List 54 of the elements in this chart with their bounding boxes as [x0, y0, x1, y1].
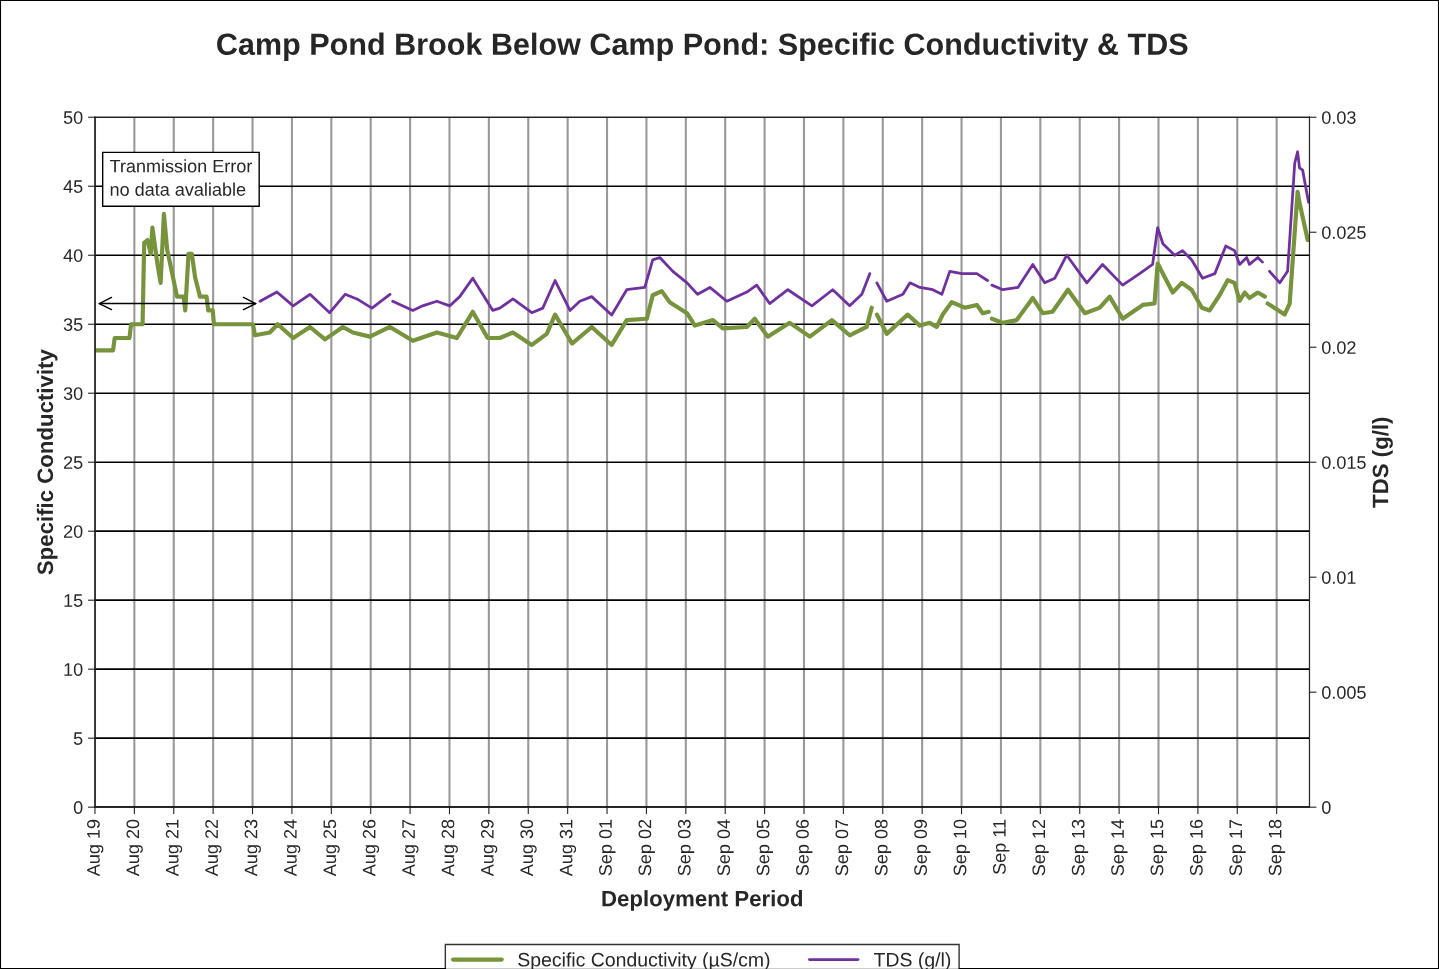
y2-tick-label: 0.015	[1322, 456, 1366, 469]
y-tick-label: 25	[64, 456, 83, 469]
y-tick-label: 45	[63, 180, 83, 193]
x-tick-label: Sep 09	[914, 819, 931, 876]
x-tick-label: Aug 30	[520, 819, 537, 877]
x-tick-label: Aug 24	[283, 819, 301, 877]
x-tick-label: Sep 02	[638, 819, 655, 876]
x-tick-label: Sep 16	[1189, 819, 1207, 876]
x-tick-label: Aug 19	[87, 819, 104, 877]
x-tick-label: Sep 08	[874, 819, 892, 876]
x-tick-label: Aug 23	[244, 819, 261, 877]
x-tick-label: Sep 13	[1071, 819, 1089, 876]
x-axis-title: Deployment Period	[602, 890, 803, 911]
y-tick-label: 40	[63, 249, 83, 262]
x-tick-label: Aug 26	[362, 819, 380, 877]
y2-tick-label: 0.005	[1322, 686, 1366, 699]
y-tick-label: 50	[63, 111, 83, 124]
x-tick-label: Sep 07	[835, 819, 852, 876]
y-tick-label: 15	[64, 594, 83, 607]
x-tick-label: Sep 01	[599, 819, 616, 876]
x-tick-label: Aug 21	[165, 819, 183, 877]
annotation: Tranmission Error no data avaliable	[109, 159, 253, 196]
x-tick-label: Sep 14	[1111, 819, 1128, 876]
y-tick-label: 35	[63, 318, 83, 331]
x-tick-label: Sep 18	[1268, 819, 1286, 876]
y-tick-label: 5	[73, 732, 83, 745]
y2-tick-label: 0.025	[1322, 226, 1366, 239]
x-tick-label: Aug 25	[323, 819, 340, 877]
x-tick-label: Sep 17	[1229, 819, 1246, 876]
x-tick-label: Sep 12	[1032, 819, 1049, 876]
y2-tick-label: 0.02	[1322, 341, 1356, 354]
chart-title: Camp Pond Brook Below Camp Pond: Specific Conductivity & TDS	[217, 32, 1188, 62]
x-tick-label: Aug 28	[441, 819, 458, 877]
x-tick-label: Aug 22	[205, 819, 222, 877]
y-tick-label: 20	[64, 525, 83, 538]
x-tick-label: Aug 27	[402, 819, 419, 877]
x-tick-label: Sep 11	[993, 819, 1010, 875]
y2-tick-label: 0.03	[1322, 111, 1356, 124]
x-tick-label: Sep 04	[717, 819, 734, 876]
y2-tick-label: 0	[1322, 801, 1331, 814]
y-tick-label: 10	[64, 663, 83, 676]
y2-tick-label: 0.01	[1322, 571, 1356, 584]
y-tick-label: 30	[63, 387, 83, 400]
x-tick-label: Aug 31	[559, 819, 577, 877]
x-tick-label: Sep 06	[796, 819, 813, 876]
y-tick-label: 0	[73, 801, 83, 814]
x-tick-label: Sep 15	[1150, 819, 1167, 876]
y-axis-title: Specific Conductivity	[36, 349, 58, 575]
x-tick-label: Sep 10	[953, 819, 970, 876]
x-tick-label: Aug 29	[480, 819, 498, 877]
y2-axis-title: TDS (g/l)	[1372, 417, 1393, 508]
x-tick-label: Aug 20	[126, 819, 143, 877]
x-tick-label: Sep 05	[756, 819, 774, 876]
x-tick-label: Sep 03	[677, 819, 695, 876]
